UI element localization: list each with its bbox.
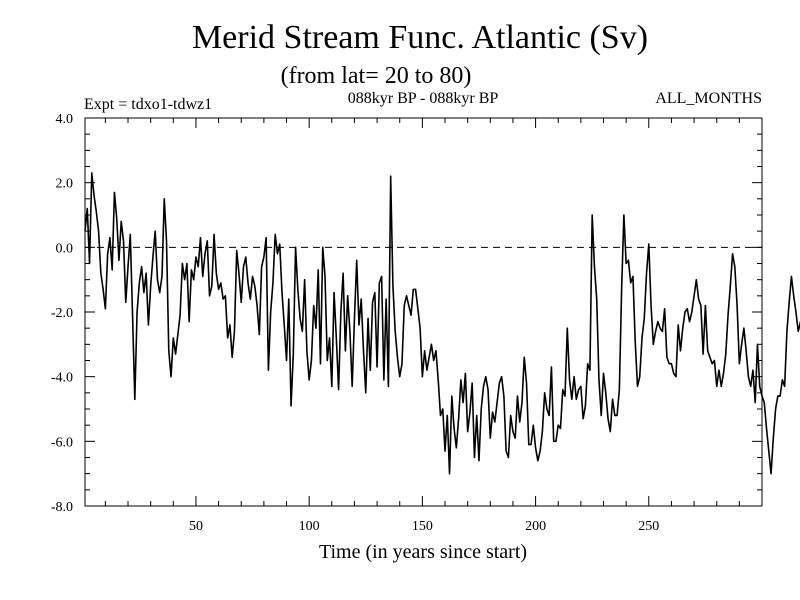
y-tick-label: 2.0 xyxy=(56,177,74,192)
x-tick-label: 200 xyxy=(525,519,546,534)
y-tick-label: 0.0 xyxy=(56,241,74,256)
y-tick-label: 4.0 xyxy=(56,112,74,127)
chart-subtitle: (from lat= 20 to 80) xyxy=(281,63,472,89)
x-tick-label: 50 xyxy=(189,519,203,534)
x-tick-label: 250 xyxy=(638,519,659,534)
y-tick-label: -2.0 xyxy=(51,306,73,321)
y-tick-labels: 4.0 2.0 0.0 -2.0 -4.0 -6.0 -8.0 xyxy=(51,112,73,515)
plot-frame xyxy=(84,117,763,507)
series-line xyxy=(84,172,800,475)
y-tick-label: -6.0 xyxy=(51,435,73,450)
x-tick-labels: 50 100 150 200 250 xyxy=(189,519,659,534)
y-tick-label: -4.0 xyxy=(51,371,73,386)
period-label: 088kyr BP - 088kyr BP xyxy=(348,90,499,107)
y-tick-label: -8.0 xyxy=(51,500,73,515)
x-tick-label: 100 xyxy=(299,519,320,534)
months-label: ALL_MONTHS xyxy=(655,90,762,107)
x-tick-label: 150 xyxy=(412,519,433,534)
experiment-label: Expt = tdxo1-tdwz1 xyxy=(84,96,212,113)
x-axis-label: Time (in years since start) xyxy=(319,541,527,563)
chart-title: Merid Stream Func. Atlantic (Sv) xyxy=(192,19,648,56)
axis-ticks xyxy=(85,117,762,507)
